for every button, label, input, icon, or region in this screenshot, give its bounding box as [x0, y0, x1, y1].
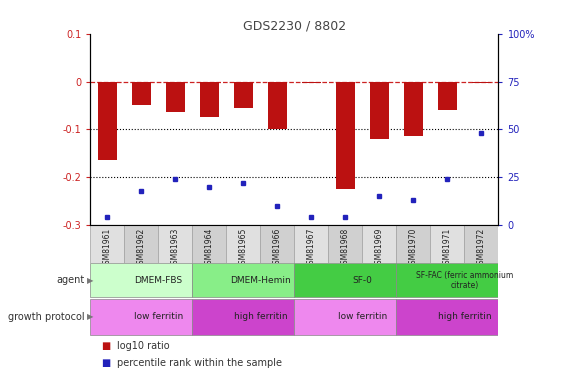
Text: GSM81964: GSM81964	[205, 228, 214, 269]
Bar	[200, 82, 219, 117]
Bar	[472, 82, 491, 83]
Bar	[192, 299, 294, 335]
Text: GSM81969: GSM81969	[375, 228, 384, 269]
Text: ▶: ▶	[87, 276, 94, 285]
Bar	[370, 82, 389, 139]
Bar	[396, 299, 498, 335]
Text: low ferritin: low ferritin	[338, 312, 387, 321]
Bar	[294, 225, 328, 262]
Bar	[294, 299, 396, 335]
Text: percentile rank within the sample: percentile rank within the sample	[117, 358, 282, 368]
Bar	[261, 225, 294, 262]
Bar	[234, 82, 253, 108]
Bar	[396, 263, 498, 297]
Bar	[124, 225, 159, 262]
Bar	[90, 225, 124, 262]
Text: GSM81972: GSM81972	[477, 228, 486, 269]
Text: low ferritin: low ferritin	[134, 312, 183, 321]
Bar	[336, 82, 355, 189]
Text: DMEM-FBS: DMEM-FBS	[134, 276, 182, 285]
Text: DMEM-Hemin: DMEM-Hemin	[230, 276, 291, 285]
Bar	[363, 225, 396, 262]
Text: log10 ratio: log10 ratio	[117, 341, 169, 351]
Bar	[226, 225, 261, 262]
Text: GSM81963: GSM81963	[171, 228, 180, 269]
Text: growth protocol: growth protocol	[8, 312, 85, 322]
Text: ■: ■	[102, 358, 114, 368]
Text: high ferritin: high ferritin	[438, 312, 491, 321]
Bar	[98, 82, 117, 160]
Bar	[268, 82, 287, 129]
Bar	[192, 263, 294, 297]
Bar	[166, 82, 185, 112]
Bar	[192, 225, 226, 262]
Text: GSM81968: GSM81968	[341, 228, 350, 269]
Bar	[328, 225, 363, 262]
Text: ▶: ▶	[87, 312, 94, 321]
Bar	[294, 263, 396, 297]
Bar	[465, 225, 498, 262]
Text: GSM81962: GSM81962	[137, 228, 146, 269]
Text: GSM81966: GSM81966	[273, 228, 282, 269]
Bar	[430, 225, 465, 262]
Text: GSM81971: GSM81971	[443, 228, 452, 269]
Bar	[396, 225, 430, 262]
Bar	[438, 82, 457, 110]
Text: SF-FAC (ferric ammonium
citrate): SF-FAC (ferric ammonium citrate)	[416, 271, 513, 290]
Text: GSM81961: GSM81961	[103, 228, 112, 269]
Bar	[90, 299, 192, 335]
Text: agent: agent	[57, 275, 85, 285]
Text: GSM81970: GSM81970	[409, 228, 418, 269]
Text: high ferritin: high ferritin	[234, 312, 287, 321]
Text: ■: ■	[102, 341, 114, 351]
Title: GDS2230 / 8802: GDS2230 / 8802	[243, 20, 346, 33]
Text: GSM81967: GSM81967	[307, 228, 316, 269]
Bar	[90, 263, 192, 297]
Text: SF-0: SF-0	[353, 276, 373, 285]
Bar	[404, 82, 423, 136]
Bar	[159, 225, 192, 262]
Bar	[132, 82, 151, 105]
Text: GSM81965: GSM81965	[239, 228, 248, 269]
